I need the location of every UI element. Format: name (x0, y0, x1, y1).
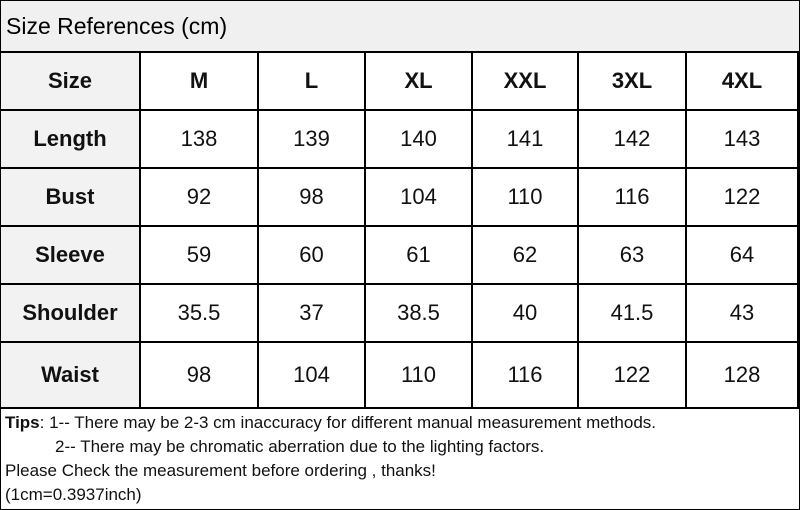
value-cell: 116 (473, 343, 579, 409)
tip: : 1-- There may be 2-3 cm inaccuracy for… (39, 413, 657, 432)
value-cell: 40 (473, 285, 579, 343)
value-cell: 98 (259, 169, 366, 227)
value-cell: 140 (366, 111, 473, 169)
value-cell: 62 (473, 227, 579, 285)
value-cell: 41.5 (579, 285, 687, 343)
value-cell: 110 (473, 169, 579, 227)
footer-note: Please Check the measurement before orde… (5, 461, 436, 480)
value-cell: 64 (687, 227, 799, 285)
value-cell: 37 (259, 285, 366, 343)
value-cell: 59 (141, 227, 259, 285)
value-cell: 116 (579, 169, 687, 227)
value-cell: 110 (366, 343, 473, 409)
value-cell: 92 (141, 169, 259, 227)
value-cell: 43 (687, 285, 799, 343)
value-cell: 143 (687, 111, 799, 169)
header-cell: Size (1, 53, 141, 111)
value-cell: 35.5 (141, 285, 259, 343)
notes: Tips: 1-- There may be 2-3 cm inaccuracy… (5, 411, 656, 507)
value-cell: 98 (141, 343, 259, 409)
value-cell: 122 (579, 343, 687, 409)
value-cell: 104 (366, 169, 473, 227)
value-cell: 141 (473, 111, 579, 169)
footer-note: (1cm=0.3937inch) (5, 485, 142, 504)
header-cell: 3XL (579, 53, 687, 111)
value-cell: 122 (687, 169, 799, 227)
value-cell: 61 (366, 227, 473, 285)
tip: 2-- There may be chromatic aberration du… (55, 437, 545, 456)
value-cell: 139 (259, 111, 366, 169)
row-label: Waist (1, 343, 141, 409)
tip-line: Tips: 1-- There may be 2-3 cm inaccuracy… (5, 411, 656, 435)
value-cell: 142 (579, 111, 687, 169)
value-cell: 104 (259, 343, 366, 409)
value-cell: 63 (579, 227, 687, 285)
value-cell: 38.5 (366, 285, 473, 343)
value-cell: 60 (259, 227, 366, 285)
title: Size References (cm) (1, 1, 799, 53)
value-cell: 128 (687, 343, 799, 409)
header-cell: L (259, 53, 366, 111)
header-cell: XXL (473, 53, 579, 111)
header-cell: 4XL (687, 53, 799, 111)
row-label: Bust (1, 169, 141, 227)
header-cell: XL (366, 53, 473, 111)
row-label: Length (1, 111, 141, 169)
header-cell: M (141, 53, 259, 111)
row-label: Shoulder (1, 285, 141, 343)
value-cell: 138 (141, 111, 259, 169)
tips-label: Tips (5, 413, 40, 432)
row-label: Sleeve (1, 227, 141, 285)
